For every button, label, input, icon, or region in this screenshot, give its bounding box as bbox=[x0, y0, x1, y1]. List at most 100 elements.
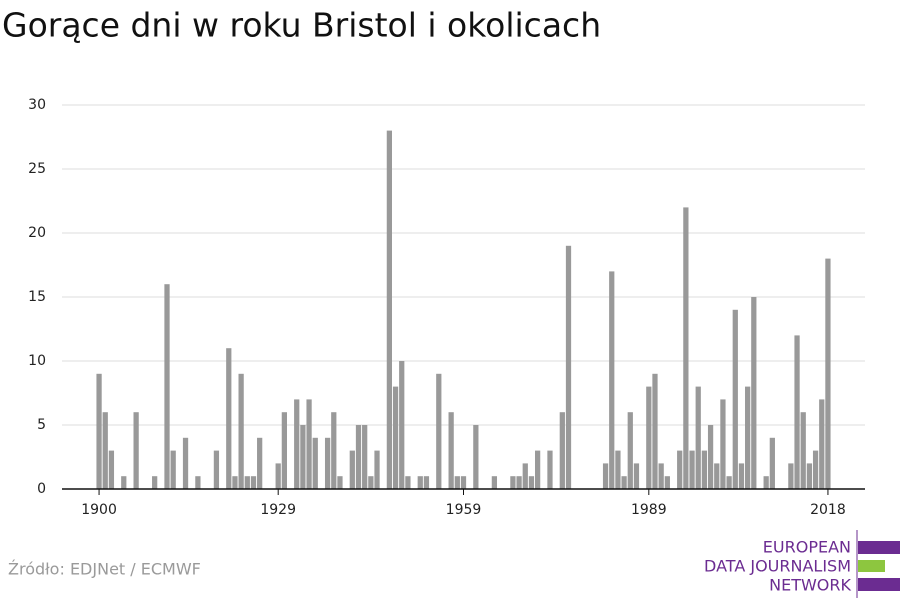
bar bbox=[819, 399, 825, 489]
bar bbox=[491, 476, 498, 489]
logo-text: DATA JOURNALISM bbox=[704, 557, 851, 576]
bar bbox=[769, 437, 775, 489]
bar bbox=[368, 476, 374, 489]
bar bbox=[609, 271, 615, 489]
bar bbox=[726, 476, 732, 489]
bar bbox=[528, 476, 535, 489]
bar bbox=[788, 463, 794, 489]
bar bbox=[108, 450, 115, 489]
bar bbox=[806, 463, 813, 489]
bar bbox=[96, 373, 102, 489]
bar bbox=[510, 476, 516, 489]
bar bbox=[677, 450, 683, 489]
chart-title: Gorące dni w roku Bristol i okolicach bbox=[2, 6, 601, 45]
bar bbox=[522, 463, 528, 489]
bar bbox=[689, 450, 695, 489]
bar bbox=[565, 245, 572, 489]
bar bbox=[436, 373, 442, 489]
bar bbox=[763, 476, 769, 489]
bar bbox=[732, 309, 738, 489]
bar bbox=[164, 284, 170, 489]
bar bbox=[621, 476, 627, 489]
bar bbox=[707, 425, 714, 489]
bar bbox=[232, 476, 238, 489]
bar bbox=[652, 373, 658, 489]
bar bbox=[695, 386, 701, 489]
bar bbox=[683, 207, 689, 489]
source: Źródło: EDJNet / ECMWF bbox=[8, 560, 201, 579]
bar bbox=[121, 476, 127, 489]
bar bbox=[238, 373, 244, 489]
logo-bar bbox=[858, 560, 885, 572]
bar bbox=[306, 399, 312, 489]
bar bbox=[646, 386, 652, 489]
y-tick-label: 15 bbox=[28, 289, 46, 305]
bar bbox=[324, 437, 331, 489]
x-tick-label: 1959 bbox=[446, 502, 482, 518]
x-tick-label: 2018 bbox=[810, 502, 846, 518]
bar bbox=[516, 476, 522, 489]
bar bbox=[417, 476, 423, 489]
bar bbox=[751, 297, 757, 489]
bar bbox=[300, 425, 306, 489]
bar bbox=[720, 399, 726, 489]
y-tick-label: 30 bbox=[28, 97, 46, 113]
y-tick-label: 5 bbox=[37, 417, 46, 433]
bar bbox=[349, 450, 355, 489]
y-tick-label: 0 bbox=[37, 481, 46, 497]
bar bbox=[133, 412, 139, 489]
bar bbox=[213, 450, 220, 489]
bar bbox=[312, 437, 318, 489]
bar bbox=[633, 463, 640, 489]
bar bbox=[374, 450, 380, 489]
bar bbox=[257, 437, 263, 489]
bar bbox=[195, 476, 201, 489]
bar bbox=[337, 476, 343, 489]
bar bbox=[102, 412, 108, 489]
x-tick-label: 1929 bbox=[260, 502, 296, 518]
bar bbox=[825, 258, 831, 489]
bar bbox=[602, 463, 609, 489]
bar bbox=[615, 450, 621, 489]
logo: EUROPEAN DATA JOURNALISM NETWORK bbox=[704, 530, 900, 598]
logo-text: EUROPEAN bbox=[763, 538, 851, 557]
bar bbox=[250, 476, 257, 489]
bar bbox=[423, 476, 430, 489]
bar bbox=[745, 386, 751, 489]
bar bbox=[547, 450, 553, 489]
logo-bar bbox=[858, 578, 900, 591]
y-tick-label: 25 bbox=[28, 161, 46, 177]
bar bbox=[386, 130, 393, 489]
bar bbox=[226, 348, 232, 489]
bar bbox=[392, 386, 399, 489]
bar bbox=[405, 476, 411, 489]
bar bbox=[534, 450, 541, 489]
x-tick-label: 1989 bbox=[631, 502, 667, 518]
bar bbox=[559, 412, 565, 489]
bar bbox=[800, 412, 806, 489]
bar bbox=[658, 463, 664, 489]
logo-bar bbox=[858, 541, 900, 554]
bar bbox=[627, 412, 633, 489]
bar bbox=[738, 463, 745, 489]
bar bbox=[399, 361, 405, 489]
bar bbox=[244, 476, 250, 489]
bar bbox=[170, 450, 176, 489]
bar bbox=[281, 412, 287, 489]
bar bbox=[473, 425, 479, 489]
bar bbox=[701, 450, 708, 489]
bar bbox=[275, 463, 281, 489]
bar bbox=[460, 476, 467, 489]
bar bbox=[794, 335, 800, 489]
bar bbox=[664, 476, 670, 489]
x-tick-label: 1900 bbox=[81, 502, 117, 518]
bar bbox=[714, 463, 720, 489]
bar bbox=[152, 476, 158, 489]
bar bbox=[362, 425, 368, 489]
bar bbox=[448, 412, 454, 489]
logo-text: NETWORK bbox=[769, 576, 851, 595]
bar bbox=[294, 399, 300, 489]
bar bbox=[182, 437, 189, 489]
bar bbox=[812, 450, 819, 489]
